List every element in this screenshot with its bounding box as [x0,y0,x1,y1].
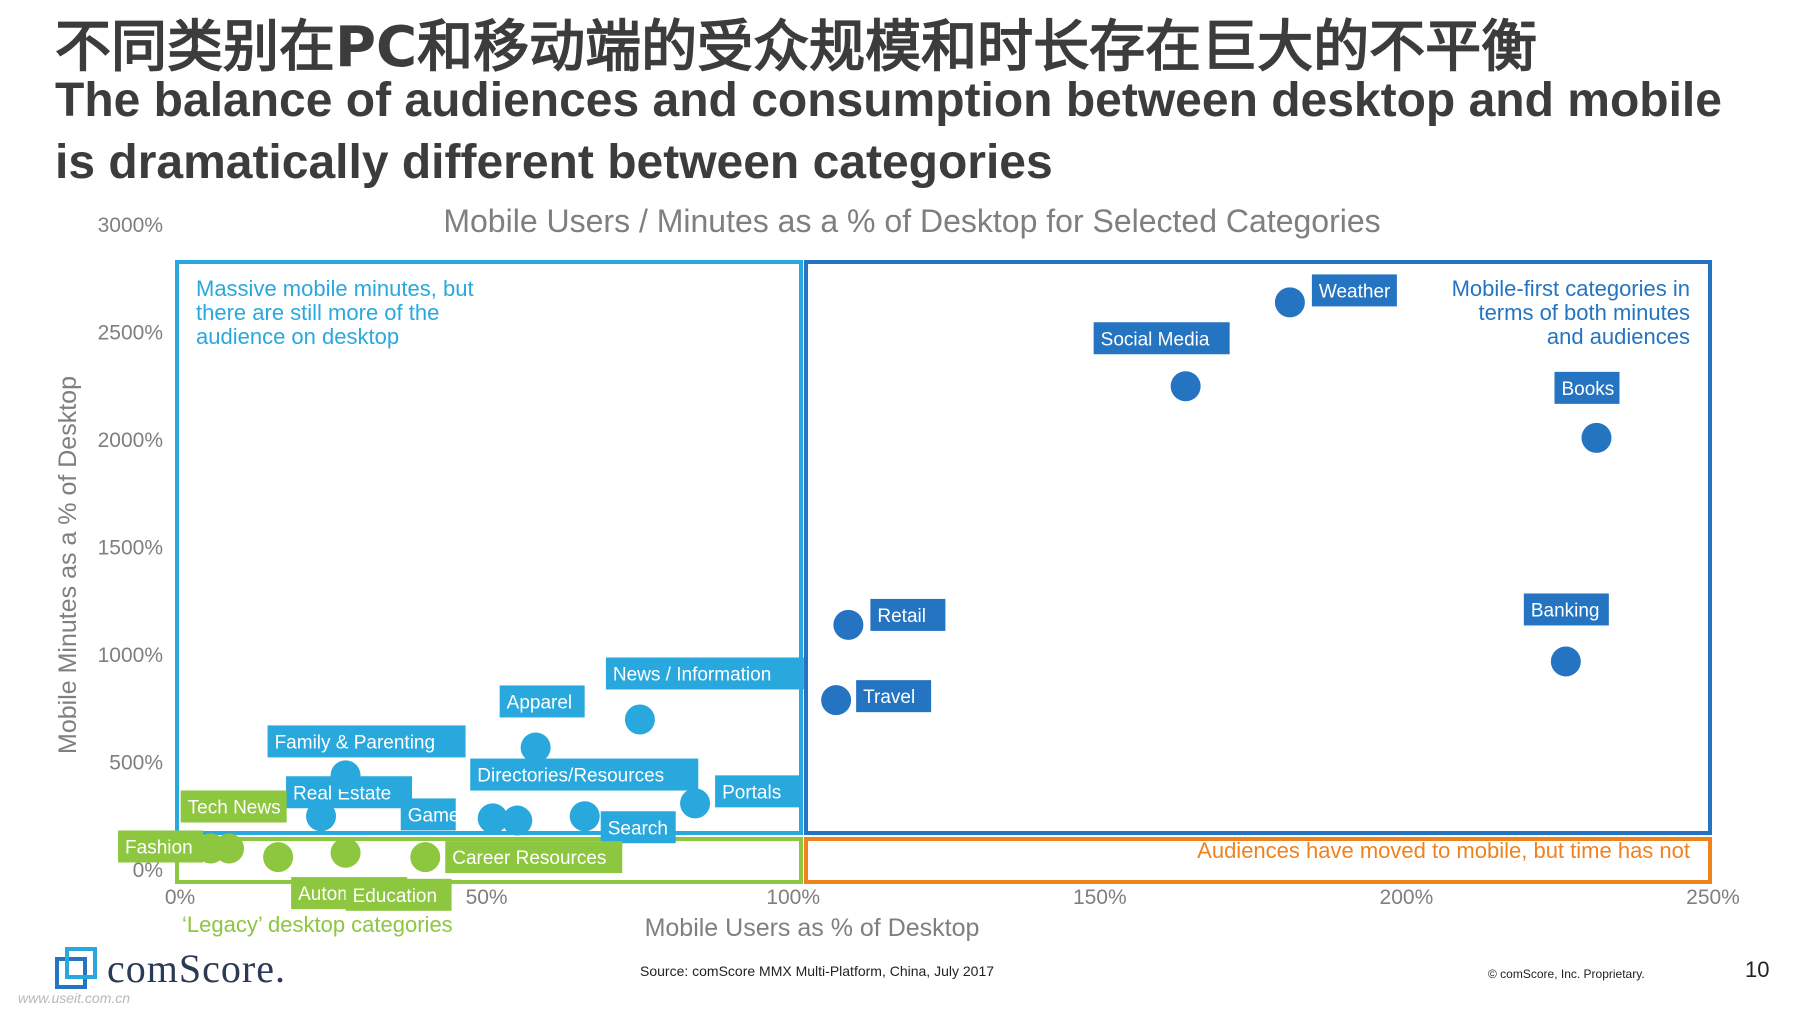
x-tick-label: 0% [165,886,195,909]
data-point [502,805,533,836]
data-label: Retail [877,606,926,627]
data-label-box [345,878,452,911]
data-point [569,801,600,832]
data-label-box [870,598,946,631]
chart-title: Mobile Users / Minutes as a % of Desktop… [443,203,1380,239]
copyright-note: © comScore, Inc. Proprietary. [1488,967,1645,981]
data-label: Real Estate [293,783,391,804]
region-label-legacy-desktop: ‘Legacy’ desktop categories [182,912,453,937]
data-label: Tech News [188,798,281,819]
y-tick-label: 1500% [98,537,163,560]
region-box-mobile-first [804,260,1712,835]
x-tick-label: 250% [1686,886,1740,909]
data-point [1170,371,1201,402]
data-point [1581,422,1612,453]
data-point [1274,287,1305,318]
data-point [263,842,294,873]
data-label: Weather [1319,281,1391,302]
region-label-mobile-minutes-desktop-audience: Massive mobile minutes, but there are sti… [196,276,474,349]
y-tick-label: 2500% [98,322,163,345]
data-label: Search [608,818,668,839]
data-point [214,833,245,864]
y-tick-label: 500% [109,752,163,775]
region-label-audiences-moved: Audiences have moved to mobile, but time… [1197,838,1690,863]
data-point [624,704,655,735]
x-axis-label: Mobile Users as % of Desktop [645,914,980,942]
data-label: News / Information [613,665,771,686]
data-label-box [715,775,801,808]
source-note: Source: comScore MMX Multi-Platform, Chi… [640,963,995,979]
data-label-box [445,841,623,874]
y-tick-label: 0% [133,859,163,882]
data-point [520,732,551,763]
data-label: Career Resources [452,848,606,869]
region-box-mobile-minutes-desktop-audience [175,260,803,835]
data-point [821,685,852,716]
y-tick-label: 1000% [98,644,163,667]
data-label-box [499,685,585,718]
data-label-box [1554,371,1620,404]
data-label-box [856,680,932,713]
data-point [330,760,361,791]
comscore-logo: comScore. [55,945,286,992]
data-label: Books [1561,379,1614,400]
data-label-box [180,790,287,823]
x-tick-label: 200% [1380,886,1434,909]
data-point [306,801,337,832]
data-label-box [400,798,456,831]
data-label: Fashion [125,838,193,859]
data-label-box [1311,274,1397,307]
data-label: Family & Parenting [275,732,436,753]
data-label: Travel [863,687,915,708]
page-title-chinese: 不同类别在PC和移动端的受众规模和时长存在巨大的不平衡 [55,15,1538,80]
data-label-box [605,657,804,690]
y-axis-label: Mobile Minutes as a % of Desktop [54,376,82,754]
y-tick-label: 2000% [98,429,163,452]
data-label: Social Media [1101,329,1210,350]
page-title-english: The balance of audiences and consumption… [55,74,1722,189]
data-point [477,803,508,834]
data-label: Directories/Resources [477,766,664,787]
logo-text: comScore. [107,946,286,991]
x-tick-label: 150% [1073,886,1127,909]
data-label: Game [408,805,460,826]
region-label-mobile-first: Mobile-first categories in terms of both … [1452,276,1690,349]
x-tick-label: 100% [766,886,820,909]
y-tick-label: 3000% [98,214,163,237]
data-label-box [600,811,676,844]
data-label: Education [353,886,438,907]
data-label: Portals [722,782,781,803]
data-label: Apparel [507,692,573,713]
comscore-logo-icon [55,946,97,989]
page-number: 10 [1745,957,1770,982]
region-box-audiences-moved [804,837,1712,884]
data-label-box [1523,593,1609,626]
data-label-box [1093,322,1230,355]
data-point [1550,646,1581,677]
data-label-box [118,830,204,863]
data-label-box [470,758,699,791]
watermark: www.useit.com.cn [18,990,131,1006]
data-point [833,609,864,640]
data-label-box [267,725,466,758]
data-point [680,788,711,819]
data-label: Banking [1531,600,1600,621]
data-point [330,837,361,868]
x-tick-label: 50% [466,886,508,909]
data-point [410,842,441,873]
